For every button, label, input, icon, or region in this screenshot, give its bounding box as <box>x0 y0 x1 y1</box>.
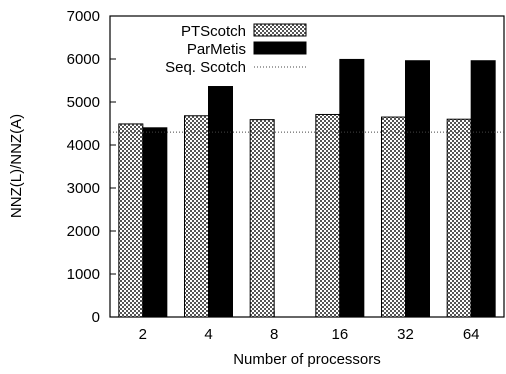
bar-ptscotch-64 <box>446 118 472 318</box>
y-tick-label: 2000 <box>67 223 100 240</box>
bar-ptscotch-4 <box>184 115 209 318</box>
y-tick-label: 1000 <box>67 266 100 283</box>
x-tick-label: 16 <box>331 326 348 343</box>
bar-parmetis-64 <box>470 60 496 318</box>
bar-ptscotch-2 <box>118 123 144 318</box>
bar-parmetis-4 <box>208 86 233 318</box>
bars <box>118 58 496 318</box>
legend-swatch-parmetis <box>253 41 307 55</box>
bar-parmetis-32 <box>405 60 430 318</box>
y-axis-label: NNZ(L)/NNZ(A) <box>8 114 25 218</box>
y-axis: 0 1000 2000 3000 4000 5000 6000 7000 <box>67 8 116 326</box>
x-tick-label: 32 <box>397 326 414 343</box>
legend: PTScotch ParMetis Seq. Scotch <box>165 23 307 76</box>
x-tick-label: 4 <box>204 326 212 343</box>
plot-frame <box>109 15 505 318</box>
x-tick-label: 64 <box>463 326 480 343</box>
x-tick-label: 8 <box>270 326 278 343</box>
legend-swatch-ptscotch <box>253 23 307 37</box>
y-tick-label: 6000 <box>67 51 100 68</box>
bar-parmetis-2 <box>142 127 168 318</box>
y-tick-label: 4000 <box>67 137 100 154</box>
bar-ptscotch-16 <box>315 113 341 318</box>
x-tick-label: 2 <box>139 326 147 343</box>
bar-ptscotch-8 <box>249 119 275 318</box>
y-tick-label: 3000 <box>67 180 100 197</box>
y-tick-label: 0 <box>92 309 100 326</box>
legend-label-parmetis: ParMetis <box>187 41 246 58</box>
bar-parmetis-16 <box>339 58 365 318</box>
y-tick-label: 5000 <box>67 94 100 111</box>
x-axis: 2 4 8 16 32 64 <box>139 311 480 343</box>
y-tick-label: 7000 <box>67 8 100 25</box>
x-axis-label: Number of processors <box>233 351 381 368</box>
bar-ptscotch-32 <box>381 116 406 318</box>
legend-label-ptscotch: PTScotch <box>181 23 246 40</box>
legend-label-seq-scotch: Seq. Scotch <box>165 59 246 76</box>
plot-area <box>109 15 505 318</box>
